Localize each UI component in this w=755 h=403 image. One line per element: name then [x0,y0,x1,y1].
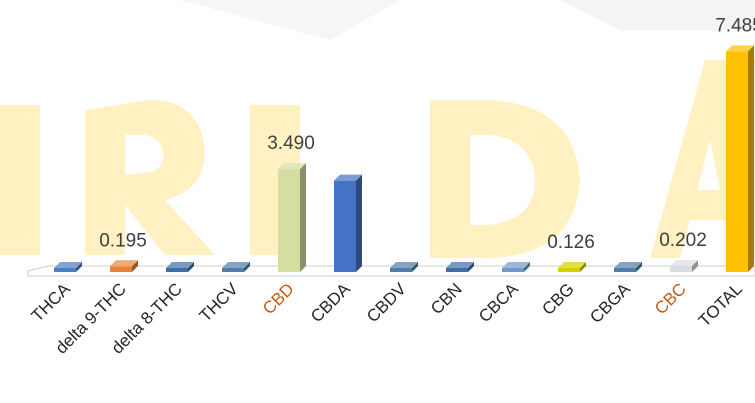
bar-cbca [502,262,530,272]
x-tick-cbca: CBCA [475,279,522,326]
data-label-cbg: 0.126 [547,232,595,253]
x-tick-thcv: THCV [196,279,243,326]
x-tick-cbn: CBN [427,279,466,318]
bar-delta-9-thc [110,260,138,272]
x-tick-cbg: CBG [538,279,577,318]
x-tick-cbda: CBDA [307,279,354,326]
bar-cbda [334,174,362,272]
data-label-cbd: 3.490 [267,133,315,154]
bar-thcv [222,262,250,272]
bar-cbdv [390,262,418,272]
x-tick-cbc: CBC [651,279,690,318]
bar-cbn [446,262,474,272]
bar-delta-8-thc [166,262,194,272]
x-tick-cbga: CBGA [586,279,634,327]
data-label-delta-9-thc: 0.195 [99,230,147,251]
bar-cbg [558,262,586,272]
bar-thca [54,262,82,272]
data-label-cbc: 0.202 [659,230,707,251]
bar-cbga [614,262,642,272]
data-label-total: 7.485 [715,15,755,36]
x-tick-cbdv: CBDV [363,279,410,326]
x-tick-thca: THCA [28,279,75,326]
x-tick-total: TOTAL [695,279,746,330]
x-tick-cbd: CBD [259,279,298,318]
bar-cbd [278,163,306,272]
watermark [0,0,755,258]
bar-total [726,45,754,273]
bar-cbc [670,260,698,272]
